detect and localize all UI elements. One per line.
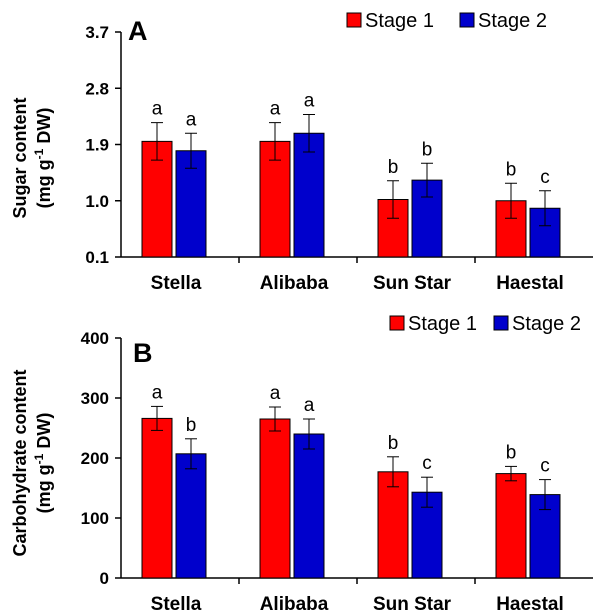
x-category-label: Alibaba xyxy=(260,594,329,614)
x-category-label: Alibaba xyxy=(260,273,329,294)
y-tick-label: 300 xyxy=(81,389,109,408)
bar-stage-1 xyxy=(495,473,527,579)
panel-b-carbohydrate-chart: 0 100 200 300 400 Stella a b Alibaba a a Sun Star b c… xyxy=(10,313,593,614)
x-category-label: Stella xyxy=(151,594,202,614)
significance-letter: b xyxy=(388,157,399,178)
legend-label: Stage 1 xyxy=(365,10,434,32)
significance-letter: a xyxy=(152,99,163,120)
y-axis-label-unit-post: DW) xyxy=(34,108,54,149)
significance-letter: a xyxy=(304,91,315,112)
significance-letter: c xyxy=(540,167,550,188)
significance-letter: a xyxy=(152,382,163,403)
bar-stage-2 xyxy=(293,433,325,579)
y-axis-label-line2: (mg g-1 DW) xyxy=(32,108,54,209)
significance-letter: b xyxy=(186,415,197,436)
bar-stage-1 xyxy=(377,471,409,579)
significance-letter: b xyxy=(506,442,517,463)
significance-letter: c xyxy=(540,456,550,477)
y-tick-label: 2.8 xyxy=(85,79,109,98)
x-category-label: Sun Star xyxy=(373,594,452,614)
legend-label: Stage 2 xyxy=(478,10,547,32)
y-axis-label-unit-pre: (mg g xyxy=(34,464,54,513)
y-axis-label-unit-pre: (mg g xyxy=(34,159,54,208)
x-category-label: Sun Star xyxy=(373,273,452,294)
significance-letter: b xyxy=(506,159,517,180)
x-category-label: Stella xyxy=(151,273,202,294)
bar-stage-1 xyxy=(495,200,527,258)
legend-swatch xyxy=(459,12,475,28)
y-tick-label: 1.9 xyxy=(85,136,109,155)
y-tick-label: 0 xyxy=(100,569,109,588)
legend-label: Stage 1 xyxy=(408,313,477,335)
y-axis-label-unit-sup: -1 xyxy=(32,148,46,159)
y-tick-label: 1.0 xyxy=(85,192,109,211)
significance-letter: a xyxy=(304,395,315,416)
bar-stage-1 xyxy=(259,418,291,579)
y-tick-label: 0.1 xyxy=(85,248,109,267)
panel-a-sugar-chart: 0.1 1.0 1.9 2.8 3.7 Stella a a Alibaba a a Sun Star… xyxy=(10,10,593,294)
legend-swatch xyxy=(389,315,405,331)
y-tick-label: 200 xyxy=(81,449,109,468)
significance-letter: b xyxy=(422,139,433,160)
y-tick-label: 100 xyxy=(81,509,109,528)
y-tick-label: 400 xyxy=(81,329,109,348)
panel-label: B xyxy=(133,338,153,368)
legend-label: Stage 2 xyxy=(512,313,581,335)
x-category-label: Haestal xyxy=(496,273,564,294)
bar-stage-2 xyxy=(293,132,325,258)
bar-stage-1 xyxy=(259,140,291,258)
significance-letter: a xyxy=(270,383,281,404)
bar-stage-1 xyxy=(141,417,173,579)
significance-letter: c xyxy=(422,453,432,474)
bar-stage-2 xyxy=(175,453,207,579)
y-tick-label: 3.7 xyxy=(85,23,109,42)
y-axis-label-line2: (mg g-1 DW) xyxy=(32,413,54,514)
y-axis-label-line1: Sugar content xyxy=(10,97,30,218)
significance-letter: a xyxy=(270,99,281,120)
significance-letter: b xyxy=(388,433,399,454)
legend-swatch xyxy=(346,12,362,28)
significance-letter: a xyxy=(186,109,197,130)
y-axis-label-line1: Carbohydrate content xyxy=(10,369,30,556)
y-axis-label-unit-post: DW) xyxy=(34,413,54,454)
bar-stage-2 xyxy=(175,150,207,258)
panel-label: A xyxy=(128,16,148,46)
x-category-label: Haestal xyxy=(496,594,564,614)
legend-swatch xyxy=(493,315,509,331)
y-axis-label-unit-sup: -1 xyxy=(32,453,46,464)
